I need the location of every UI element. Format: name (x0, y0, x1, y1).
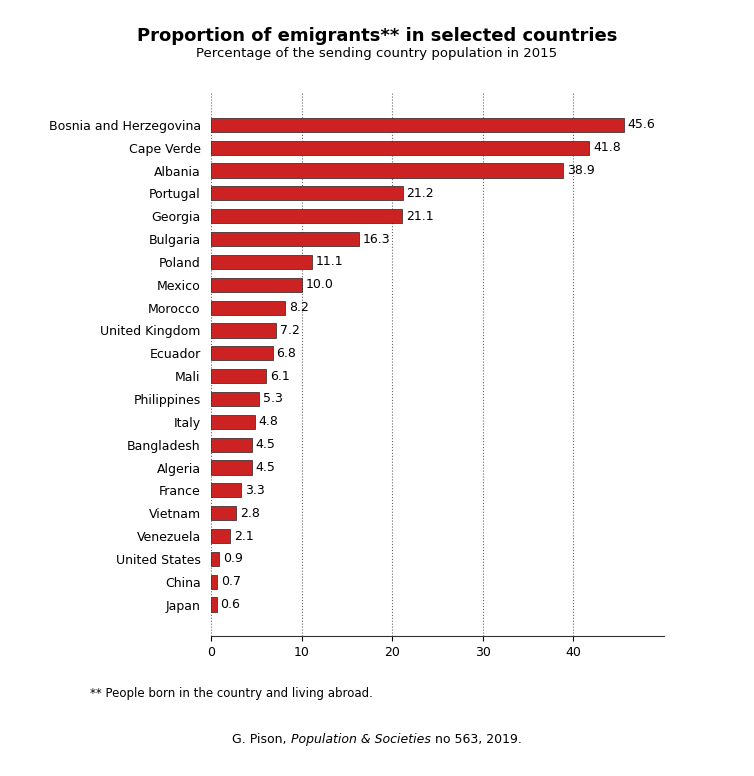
Text: 41.8: 41.8 (593, 141, 621, 154)
Text: 6.8: 6.8 (276, 347, 296, 360)
Text: 11.1: 11.1 (315, 255, 343, 268)
Bar (211, 186, 403, 200)
Text: 3.3: 3.3 (244, 484, 265, 497)
Bar (211, 140, 590, 155)
Text: 8.2: 8.2 (289, 301, 309, 314)
Text: 45.6: 45.6 (627, 119, 655, 131)
Text: 7.2: 7.2 (280, 324, 300, 337)
Text: 38.9: 38.9 (567, 164, 594, 177)
Bar (211, 483, 241, 497)
Bar (211, 346, 273, 360)
Bar (211, 278, 302, 292)
Text: 0.7: 0.7 (221, 575, 241, 588)
Bar (211, 118, 624, 132)
Text: 0.6: 0.6 (220, 598, 240, 611)
Bar (211, 300, 285, 315)
Text: 21.1: 21.1 (406, 210, 434, 223)
Bar (211, 460, 252, 475)
Text: ** People born in the country and living abroad.: ** People born in the country and living… (90, 687, 373, 700)
Text: 0.9: 0.9 (223, 553, 243, 566)
Bar (211, 574, 217, 589)
Text: 10.0: 10.0 (305, 279, 333, 291)
Bar (211, 506, 237, 520)
Bar (211, 232, 359, 246)
Text: 5.3: 5.3 (262, 393, 283, 406)
Bar (211, 529, 230, 543)
Text: 4.5: 4.5 (256, 438, 275, 451)
Bar (211, 552, 219, 566)
Text: 16.3: 16.3 (362, 233, 390, 245)
Text: G. Pison,: G. Pison, (232, 733, 291, 747)
Text: 2.1: 2.1 (234, 529, 253, 542)
Text: Population & Societies: Population & Societies (291, 733, 431, 747)
Bar (211, 438, 252, 452)
Bar (211, 210, 402, 223)
Bar (211, 324, 276, 338)
Text: Percentage of the sending country population in 2015: Percentage of the sending country popula… (197, 47, 557, 60)
Bar (211, 598, 216, 611)
Text: 6.1: 6.1 (270, 369, 290, 383)
Text: 2.8: 2.8 (240, 507, 260, 520)
Text: no 563, 2019.: no 563, 2019. (431, 733, 522, 747)
Bar (211, 414, 255, 429)
Text: 4.5: 4.5 (256, 461, 275, 474)
Bar (211, 164, 563, 178)
Bar (211, 255, 311, 269)
Text: 21.2: 21.2 (406, 187, 434, 200)
Bar (211, 369, 266, 383)
Text: Proportion of emigrants** in selected countries: Proportion of emigrants** in selected co… (136, 27, 618, 45)
Bar (211, 392, 259, 406)
Text: 4.8: 4.8 (258, 415, 278, 428)
